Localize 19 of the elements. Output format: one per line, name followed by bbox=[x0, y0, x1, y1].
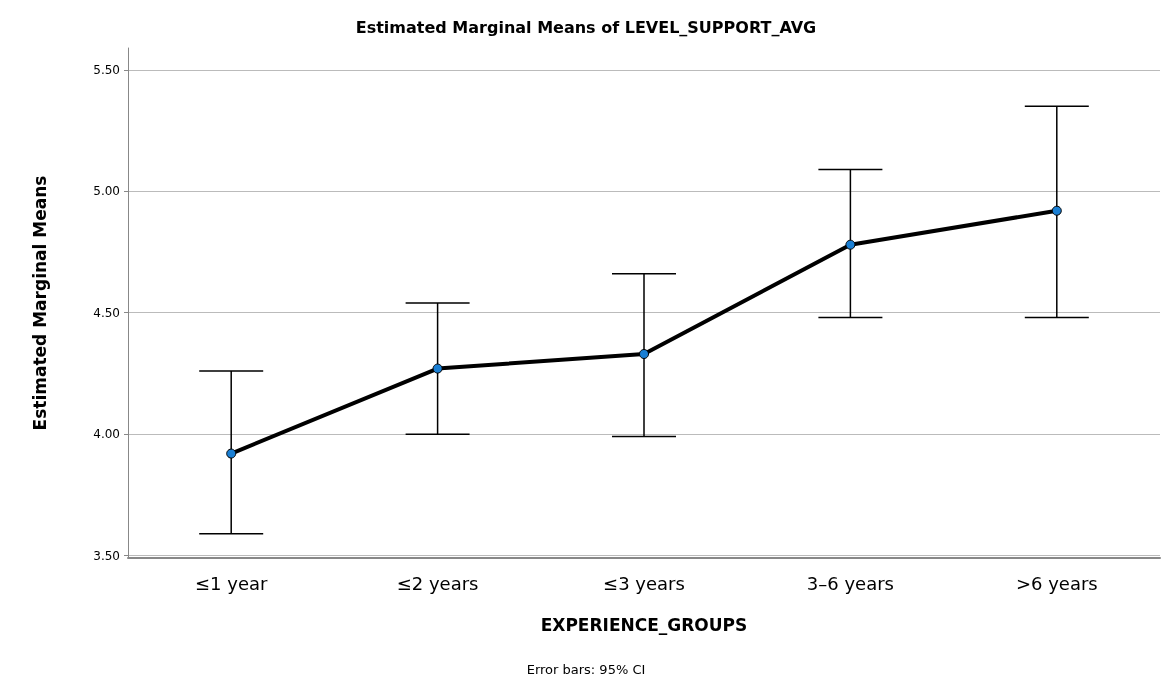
x-axis-title: EXPERIENCE_GROUPS bbox=[540, 614, 748, 635]
y-tick-label: 4.00 bbox=[93, 427, 120, 442]
y-tick-label: 5.50 bbox=[93, 62, 120, 77]
point bbox=[226, 448, 237, 459]
point bbox=[1051, 205, 1062, 216]
y-tick-label: 4.50 bbox=[93, 305, 120, 320]
x-tick-label: ≤1 year bbox=[194, 572, 268, 594]
x-tick-label: ≤2 years bbox=[396, 572, 479, 594]
x-tick-label: >6 years bbox=[1015, 572, 1098, 594]
y-tick-label: 3.50 bbox=[93, 548, 120, 563]
chart-title: Estimated Marginal Means of LEVEL_SUPPORT_AVG bbox=[355, 17, 817, 37]
point bbox=[845, 239, 856, 250]
y-tick-label: 5.00 bbox=[93, 184, 120, 199]
x-tick-label: 3–6 years bbox=[806, 572, 894, 594]
point bbox=[432, 363, 443, 374]
x-tick-label: ≤3 years bbox=[603, 572, 685, 594]
text: Error bars: 95% CI bbox=[526, 662, 646, 677]
point bbox=[639, 349, 649, 359]
y-axis-title: Estimated Marginal Means bbox=[29, 175, 50, 431]
